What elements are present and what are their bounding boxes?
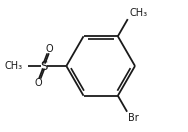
Text: S: S <box>40 60 48 72</box>
Text: O: O <box>45 44 53 55</box>
Text: CH₃: CH₃ <box>5 61 23 71</box>
Text: Br: Br <box>128 113 139 123</box>
Text: CH₃: CH₃ <box>129 8 147 18</box>
Text: O: O <box>35 77 42 88</box>
